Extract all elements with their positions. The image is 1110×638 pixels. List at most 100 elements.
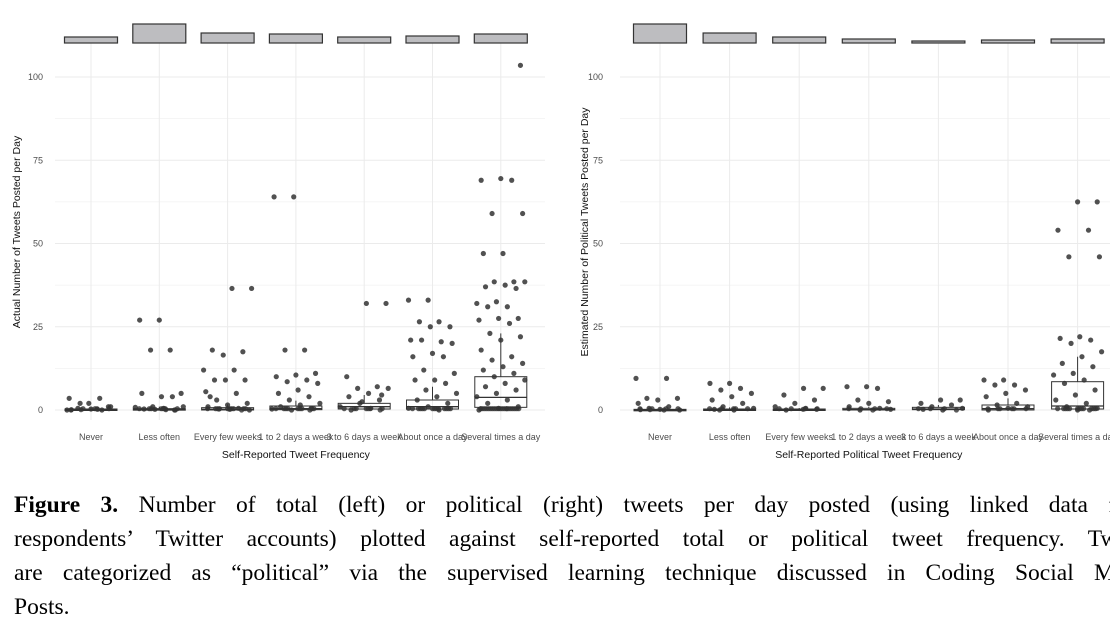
data-point <box>172 407 178 413</box>
data-point <box>286 397 292 403</box>
data-point <box>480 250 486 257</box>
x-tick-label: Several times a day <box>1038 432 1110 442</box>
data-point <box>1081 377 1087 383</box>
data-point <box>492 406 498 412</box>
x-tick-label: Every few weeks <box>765 432 833 442</box>
data-point <box>637 407 643 413</box>
x-tick-label: About once a day <box>397 432 468 442</box>
data-point <box>141 406 147 412</box>
marginal-bar <box>772 36 827 44</box>
data-point <box>207 394 213 400</box>
data-point <box>425 297 431 303</box>
data-point <box>409 406 416 412</box>
data-point <box>1003 390 1009 396</box>
data-point <box>1087 407 1093 413</box>
data-point <box>498 175 504 182</box>
data-point <box>379 392 385 398</box>
data-point <box>800 406 806 412</box>
data-point <box>434 394 440 400</box>
data-point <box>877 405 883 411</box>
caption-label: Figure 3. <box>14 492 119 518</box>
data-point <box>663 375 670 381</box>
data-point <box>517 334 524 340</box>
data-point <box>674 395 681 401</box>
data-point <box>99 407 105 413</box>
data-point <box>864 384 870 390</box>
data-point <box>655 397 661 403</box>
data-point <box>169 394 175 400</box>
data-point <box>297 402 303 408</box>
data-point <box>1011 382 1018 388</box>
data-point <box>717 407 723 413</box>
data-point <box>383 300 389 307</box>
data-point <box>1055 406 1061 412</box>
data-point <box>365 390 372 396</box>
data-point <box>368 405 374 411</box>
data-point <box>249 285 255 292</box>
data-point <box>482 384 489 390</box>
data-point <box>1070 370 1076 376</box>
right-chart: 0 25 50 75 100 Never Less often Every few weeks… <box>579 23 1110 461</box>
data-point <box>1053 397 1059 403</box>
data-point <box>707 380 713 386</box>
data-point <box>474 300 480 307</box>
data-point <box>412 377 418 383</box>
data-point <box>306 394 312 400</box>
y-tick-label: 25 <box>33 322 43 332</box>
data-point <box>1055 227 1061 233</box>
data-point <box>498 337 504 343</box>
data-point <box>502 282 508 288</box>
data-point <box>474 394 480 400</box>
data-point <box>485 304 491 310</box>
data-point <box>242 377 248 383</box>
data-point <box>214 397 220 403</box>
data-point <box>1088 337 1094 343</box>
data-point <box>647 407 653 413</box>
data-point <box>888 406 894 412</box>
data-point <box>436 319 442 325</box>
data-point <box>478 347 484 353</box>
data-point <box>844 384 850 390</box>
marginal-bar <box>200 32 255 44</box>
data-point <box>1061 380 1068 386</box>
data-point <box>418 337 425 343</box>
x-tick-label: Never <box>79 432 103 442</box>
data-point <box>500 364 506 370</box>
data-point <box>657 406 663 412</box>
data-point <box>416 319 423 325</box>
data-point <box>496 405 502 411</box>
data-point <box>513 387 519 393</box>
y-tick-label: 75 <box>593 155 603 165</box>
data-point <box>737 385 744 391</box>
y-axis-title: Estimated Number of Political Tweets Pos… <box>579 107 591 357</box>
x-tick-label: Less often <box>139 432 181 442</box>
data-point <box>281 406 287 412</box>
data-point <box>438 339 444 345</box>
data-point <box>414 397 420 403</box>
caption-line-2: respondents’ Twitter accounts) plotted a… <box>14 526 1110 552</box>
data-point <box>440 354 447 360</box>
data-point <box>1075 407 1081 413</box>
data-point <box>295 387 301 393</box>
x-tick-label: Less often <box>709 432 751 442</box>
data-point <box>800 385 807 391</box>
data-point <box>491 279 497 285</box>
data-point <box>482 284 489 290</box>
marginal-bar <box>473 33 528 44</box>
x-tick-label: About once a day <box>973 432 1044 442</box>
data-point <box>1014 400 1020 406</box>
data-point <box>216 406 222 412</box>
data-point <box>137 317 143 323</box>
data-point <box>136 406 142 412</box>
data-point <box>92 406 98 412</box>
data-point <box>146 406 152 412</box>
data-point <box>363 406 369 412</box>
data-point <box>423 387 429 393</box>
y-tick-label: 100 <box>588 72 603 82</box>
data-point <box>720 404 726 410</box>
data-point <box>377 407 383 413</box>
y-tick-label: 25 <box>593 322 603 332</box>
data-point <box>857 407 863 413</box>
data-point <box>927 406 933 412</box>
data-point <box>1090 364 1096 370</box>
